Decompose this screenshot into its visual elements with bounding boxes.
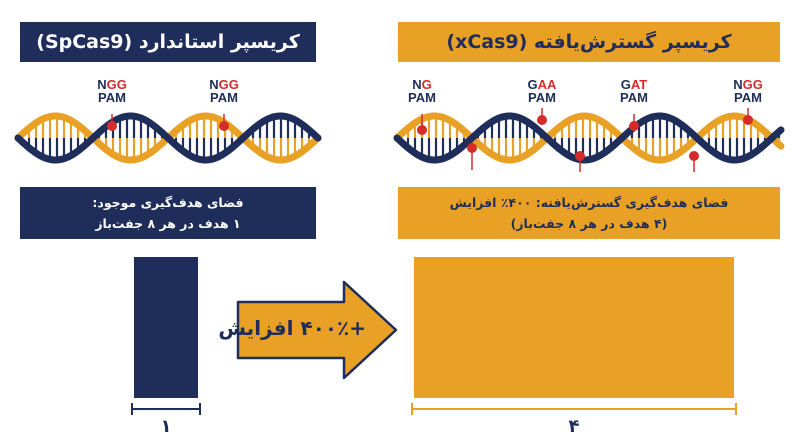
- dna-strand-navy: [393, 112, 785, 164]
- dna-helix-expanded: [393, 108, 785, 172]
- pam-marker-dot: [743, 115, 753, 125]
- pam-label: NGG PAM: [209, 77, 239, 105]
- increase-arrow-icon: [236, 280, 398, 380]
- pam-marker-dot: [467, 143, 477, 153]
- standard-target-bar: [134, 257, 198, 398]
- standard-scale-label: ۱: [160, 416, 172, 437]
- expanded-crispr-banner: کریسپر گسترش‌یافته (xCas9): [398, 22, 780, 62]
- pam-marker-dot: [537, 115, 547, 125]
- expanded-description-box: فضای هدف‌گیری گسترش‌یافته: ۴۰۰٪ افزایش (…: [398, 187, 780, 239]
- pam-marker-dot: [219, 121, 229, 131]
- pam-label: NG PAM: [408, 77, 436, 105]
- expanded-scale-bracket: [411, 403, 737, 415]
- expanded-scale-label: ۴: [568, 416, 580, 437]
- dna-strand-navy: [14, 112, 322, 164]
- standard-description-line: فضای هدف‌گیری موجود:: [92, 195, 244, 210]
- standard-description-line: ۱ هدف در هر ۸ جفت‌باز: [95, 216, 241, 231]
- pam-marker-dot: [107, 121, 117, 131]
- pam-label: NGG PAM: [97, 77, 127, 105]
- expanded-description-line: فضای هدف‌گیری گسترش‌یافته: ۴۰۰٪ افزایش: [449, 195, 729, 210]
- pam-marker-dot: [629, 121, 639, 131]
- pam-label: GAA PAM: [527, 77, 557, 105]
- pam-label: NGG PAM: [733, 77, 763, 105]
- standard-description-box: فضای هدف‌گیری موجود: ۱ هدف در هر ۸ جفت‌ب…: [20, 187, 316, 239]
- increase-arrow-label: +۴۰۰٪ افزایش: [218, 316, 366, 340]
- expanded-description-line: (۴ هدف در هر ۸ جفت‌باز): [510, 216, 668, 231]
- pam-label: GAT PAM: [620, 77, 648, 105]
- pam-marker-dot: [417, 125, 427, 135]
- dna-strand-gold: [393, 112, 785, 164]
- pam-marker-dot: [689, 151, 699, 161]
- pam-marker-dot: [575, 151, 585, 161]
- expanded-target-bar: [414, 257, 734, 398]
- dna-helix-standard: [14, 112, 322, 164]
- standard-scale-bracket: [131, 403, 201, 415]
- standard-crispr-banner: کریسپر استاندارد (SpCas9): [20, 22, 316, 62]
